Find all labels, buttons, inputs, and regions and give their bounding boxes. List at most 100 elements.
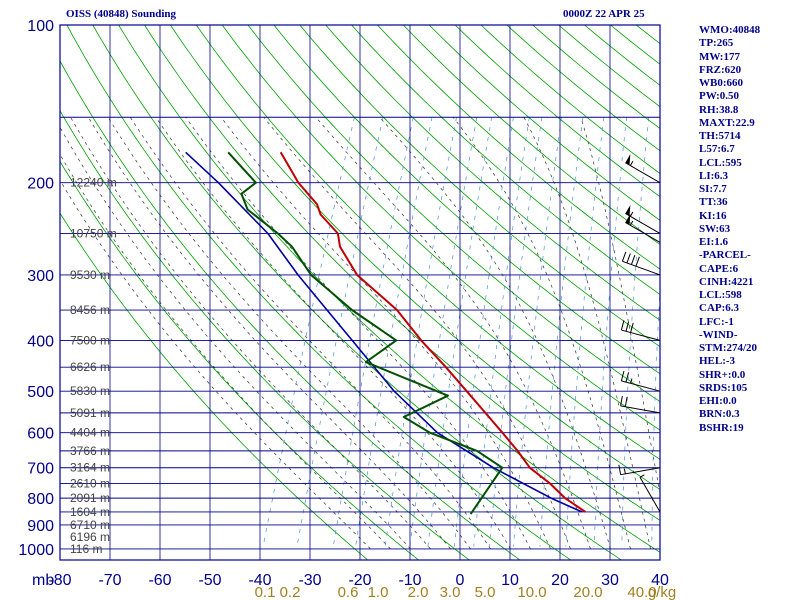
mixing-ratio-line <box>488 117 543 547</box>
height-tick-label: 9530 m <box>70 268 110 282</box>
dry-adiabat-line <box>92 25 622 560</box>
temperature-tick-label: -10 <box>398 572 421 589</box>
pressure-tick-label: 300 <box>27 268 54 285</box>
mixing-ratio-line <box>593 117 627 547</box>
stat-item: MAXT:22.9 <box>699 116 755 129</box>
stat-item: MW:177 <box>699 50 740 63</box>
stat-item: BRN:0.3 <box>699 408 740 421</box>
stat-item: SI:7.7 <box>699 183 727 195</box>
wind-barb <box>625 204 661 234</box>
moist-adiabat-line <box>452 117 631 549</box>
mixing-ratio-label: 0.1 <box>255 584 276 600</box>
moist-adiabat-line <box>107 117 471 550</box>
wind-barb-feather <box>635 256 640 267</box>
stat-item: LFC:-1 <box>699 315 734 328</box>
moist-adiabat-line <box>60 153 391 550</box>
stats-panel: WMO:40848 TP:265 MW:177 FRZ:620 WB0:660 PW:0.… <box>699 24 760 435</box>
stat-item: -PARCEL- <box>699 249 751 262</box>
height-tick-label: 4404 m <box>70 426 110 440</box>
mixing-ratio-line <box>453 117 514 547</box>
wind-barb-feather <box>625 321 630 332</box>
plot-frame <box>59 24 661 561</box>
wind-barb-half-feather <box>630 378 633 384</box>
mixing-ratio-label: 40.0 <box>627 584 656 600</box>
height-tick-label: 12240 m <box>70 176 117 190</box>
stat-item: TP:265 <box>699 37 734 50</box>
stat-item: HEL:-3 <box>699 355 736 368</box>
temperature-tick-label: -80 <box>48 572 71 589</box>
stat-item: PW:0.50 <box>699 90 740 103</box>
mixing-ratio-line <box>513 117 562 547</box>
height-tick-label: 116 m <box>70 542 102 556</box>
mixing-ratio-label: 0.6 <box>338 584 359 600</box>
wind-barb-feather <box>624 396 628 407</box>
moist-adiabat-line <box>70 117 431 550</box>
dry-adiabat-line <box>325 25 660 321</box>
mixing-ratio-label: 0.2 <box>280 584 301 600</box>
stat-item: BSHR:19 <box>699 421 744 434</box>
stat-item: TT:36 <box>699 196 728 209</box>
wind-barb-feather <box>626 253 631 264</box>
mixing-ratio-label: 1.0 <box>368 584 389 600</box>
moist-adiabat-line <box>155 117 511 550</box>
stat-item: LI:6.3 <box>699 169 729 182</box>
dry-adiabat-line <box>60 212 369 560</box>
mixing-ratio-line <box>473 117 530 547</box>
dry-adiabat-line <box>221 25 660 431</box>
dry-adiabat-line <box>584 25 660 86</box>
wind-barb-staff <box>620 405 661 414</box>
stat-item: -WIND- <box>699 328 738 341</box>
dry-adiabat-line <box>170 25 660 490</box>
wind-barb-feather <box>625 372 630 383</box>
wind-barb-feather <box>620 395 623 407</box>
wind-barb <box>625 213 661 243</box>
wind-barb <box>618 464 661 476</box>
height-tick-label: 6626 m <box>70 360 110 374</box>
mixing-ratio-label: 10.0 <box>517 584 546 600</box>
moist-adiabat-line <box>379 117 611 550</box>
moist-adiabat-line <box>88 117 451 550</box>
mixing-ratio-label: 5.0 <box>475 584 496 600</box>
height-tick-label: 2091 m <box>70 491 110 505</box>
dewpoint-profile-line <box>227 151 504 515</box>
mixing-ratio-label: 2.0 <box>408 584 429 600</box>
wind-barb <box>639 474 661 513</box>
dry-adiabat-line <box>351 25 660 295</box>
mixing-ratio-line <box>565 117 605 547</box>
height-tick-label: 3164 m <box>70 461 110 475</box>
height-tick-label: 10750 m <box>70 226 117 240</box>
wind-barb-feather <box>620 320 625 331</box>
wind-barb-half-feather <box>629 211 634 217</box>
moist-adiabat-line <box>60 126 411 550</box>
moist-adiabat-line <box>185 117 531 550</box>
pressure-tick-label: 1000 <box>18 542 54 559</box>
dry-adiabat-line <box>60 109 470 560</box>
pressure-tick-label: 500 <box>27 384 54 401</box>
dry-adiabat-line <box>60 60 521 560</box>
dry-adiabat-line <box>247 25 660 403</box>
x-unit-label: mb <box>32 572 54 589</box>
wind-barb-half-feather <box>629 220 634 226</box>
mixing-ratio-label: 20.0 <box>573 584 602 600</box>
mixing-ratio-line <box>651 285 660 547</box>
wind-barb-feather <box>630 254 636 265</box>
height-tick-label: 6196 m <box>70 530 110 544</box>
stat-item: SHR+:0.0 <box>699 368 746 381</box>
moist-adiabat-line <box>60 179 371 550</box>
wind-barb <box>620 371 661 392</box>
mixing-ratio-line <box>539 117 584 547</box>
height-tick-label: 3766 m <box>70 444 110 458</box>
mixing-ratio-line <box>427 117 493 547</box>
wind-barb-feather <box>618 464 622 475</box>
stat-item: KI:16 <box>699 209 727 222</box>
temperature-tick-label: -20 <box>348 572 371 589</box>
pressure-tick-label: 700 <box>27 461 54 478</box>
stat-item: WB0:660 <box>699 77 743 89</box>
dry-adiabat-line <box>195 25 660 460</box>
dry-adiabat-line <box>118 25 660 553</box>
sounding-title: OISS (40848) Sounding <box>66 8 177 20</box>
dry-adiabat-line <box>60 160 419 560</box>
temperature-tick-label: 0 <box>456 572 465 589</box>
temperature-tick-label: 10 <box>501 572 519 589</box>
